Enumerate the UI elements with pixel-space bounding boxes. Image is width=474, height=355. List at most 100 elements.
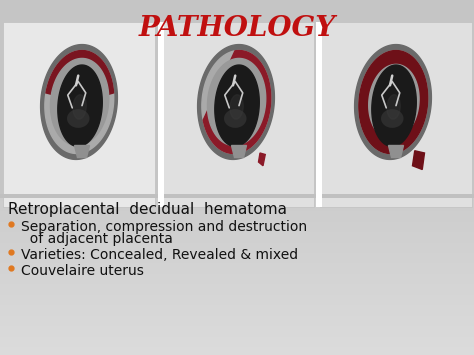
Bar bbox=[0, 317, 474, 318]
Bar bbox=[0, 303, 474, 305]
Bar bbox=[0, 249, 474, 251]
Bar bbox=[0, 323, 474, 324]
Bar bbox=[0, 327, 474, 328]
Bar bbox=[0, 316, 474, 317]
Bar bbox=[0, 287, 474, 289]
Bar bbox=[0, 221, 474, 223]
Bar bbox=[0, 254, 474, 256]
Text: Couvelaire uterus: Couvelaire uterus bbox=[21, 264, 144, 278]
Bar bbox=[0, 281, 474, 283]
Bar bbox=[0, 217, 474, 218]
Bar bbox=[0, 272, 474, 273]
Bar bbox=[0, 337, 474, 339]
Bar bbox=[0, 230, 474, 231]
Bar bbox=[0, 220, 474, 222]
Bar bbox=[0, 294, 474, 295]
Polygon shape bbox=[46, 50, 114, 94]
Bar bbox=[0, 313, 474, 315]
Bar bbox=[0, 250, 474, 251]
Bar bbox=[0, 292, 474, 294]
Bar bbox=[0, 200, 474, 202]
Bar bbox=[0, 271, 474, 273]
Text: PATHOLOGY: PATHOLOGY bbox=[138, 15, 336, 42]
Bar bbox=[0, 257, 474, 258]
Bar bbox=[0, 270, 474, 272]
Bar bbox=[0, 338, 474, 339]
Bar bbox=[0, 251, 474, 252]
Bar bbox=[0, 196, 474, 197]
Bar bbox=[0, 223, 474, 224]
Bar bbox=[0, 194, 474, 198]
Bar bbox=[0, 280, 474, 282]
Bar bbox=[0, 232, 474, 234]
Text: Separation, compression and destruction: Separation, compression and destruction bbox=[21, 220, 307, 234]
Ellipse shape bbox=[381, 109, 403, 128]
Polygon shape bbox=[258, 153, 265, 166]
Bar bbox=[0, 209, 474, 211]
Bar bbox=[0, 243, 474, 245]
Bar bbox=[0, 310, 474, 311]
Bar bbox=[0, 307, 474, 308]
Bar bbox=[0, 224, 474, 225]
Bar bbox=[0, 352, 474, 354]
Bar bbox=[0, 295, 474, 296]
Polygon shape bbox=[231, 146, 246, 158]
Bar bbox=[0, 304, 474, 306]
Polygon shape bbox=[203, 50, 271, 153]
Bar bbox=[0, 278, 474, 279]
Bar bbox=[0, 333, 474, 334]
Bar bbox=[0, 329, 474, 331]
Bar bbox=[0, 253, 474, 255]
Text: Retroplacental  decidual  hematoma: Retroplacental decidual hematoma bbox=[8, 202, 287, 217]
Bar bbox=[0, 211, 474, 213]
Bar bbox=[0, 354, 474, 355]
Bar bbox=[0, 248, 474, 250]
Polygon shape bbox=[412, 151, 425, 169]
Bar bbox=[0, 265, 474, 267]
Bar bbox=[0, 324, 474, 326]
Bar bbox=[0, 306, 474, 307]
Bar bbox=[0, 332, 474, 333]
Bar bbox=[0, 247, 474, 248]
Bar bbox=[0, 213, 474, 214]
Bar bbox=[0, 207, 474, 208]
Bar bbox=[0, 206, 474, 208]
Ellipse shape bbox=[224, 109, 246, 128]
Bar bbox=[0, 233, 474, 235]
Bar bbox=[0, 322, 474, 323]
Bar bbox=[0, 268, 474, 269]
Bar bbox=[0, 326, 474, 328]
Bar bbox=[0, 274, 474, 275]
FancyBboxPatch shape bbox=[162, 22, 314, 207]
Bar bbox=[0, 214, 474, 215]
Bar bbox=[0, 350, 474, 351]
Bar bbox=[0, 308, 474, 310]
Bar bbox=[0, 204, 474, 206]
Bar bbox=[0, 289, 474, 290]
Bar bbox=[0, 296, 474, 297]
Bar bbox=[0, 285, 474, 286]
Bar bbox=[0, 216, 474, 218]
Bar bbox=[0, 328, 474, 329]
FancyBboxPatch shape bbox=[3, 22, 155, 207]
Bar bbox=[0, 244, 474, 246]
Polygon shape bbox=[73, 95, 86, 119]
Bar bbox=[0, 347, 474, 349]
Bar bbox=[0, 321, 474, 322]
Bar bbox=[0, 331, 474, 333]
Bar bbox=[0, 346, 474, 348]
Bar bbox=[0, 344, 474, 345]
Bar bbox=[0, 197, 474, 198]
Bar bbox=[0, 222, 474, 224]
Bar bbox=[0, 212, 474, 213]
Bar bbox=[0, 236, 474, 237]
Bar bbox=[0, 298, 474, 300]
Bar bbox=[0, 277, 474, 279]
Bar bbox=[0, 258, 474, 260]
Bar bbox=[0, 219, 474, 220]
Bar bbox=[0, 282, 474, 284]
Bar bbox=[0, 264, 474, 266]
Polygon shape bbox=[372, 65, 416, 147]
Bar bbox=[0, 275, 474, 277]
Bar bbox=[316, 22, 322, 207]
